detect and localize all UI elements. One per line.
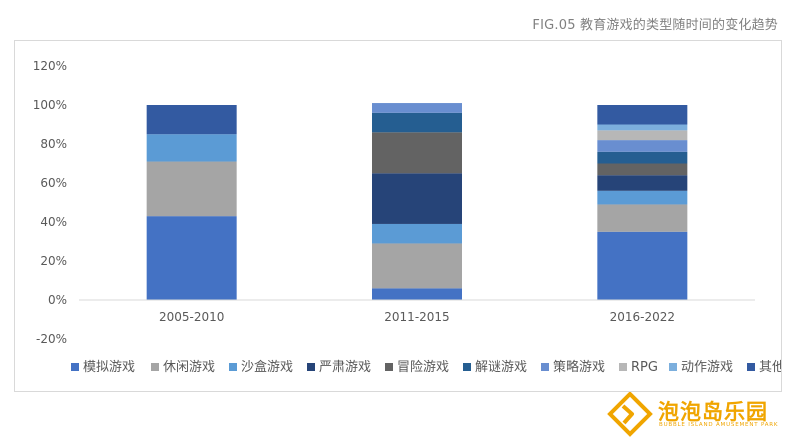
y-tick-label: 100%	[33, 98, 67, 112]
bar-segment	[146, 216, 237, 300]
legend-swatch	[229, 363, 237, 371]
bar-segment	[372, 112, 462, 133]
legend-swatch	[747, 363, 755, 371]
bar-segment	[372, 173, 462, 224]
legend-swatch	[619, 363, 627, 371]
legend-swatch	[385, 363, 393, 371]
y-tick-label: 80%	[40, 137, 67, 151]
bar-segment	[597, 204, 688, 232]
y-tick-label: 120%	[33, 59, 67, 73]
logo-subtitle: BUBBLE ISLAND AMUSEMENT PARK	[659, 422, 779, 428]
legend-swatch	[71, 363, 79, 371]
bar-segment	[597, 151, 688, 164]
chart-frame: -20% 0% 20% 40% 60% 80% 100% 120% 2005-2010 2011-…	[14, 40, 782, 392]
y-tick-label: 60%	[40, 176, 67, 190]
stacked-bar-chart: -20% 0% 20% 40% 60% 80% 100% 120% 2005-2010 2011-…	[33, 59, 781, 375]
legend-swatch	[307, 363, 315, 371]
y-tick-label: 40%	[40, 215, 67, 229]
bar-segment	[146, 134, 237, 162]
legend-label: RPG	[631, 360, 658, 375]
bubble-island-logo: 泡泡岛乐园 BUBBLE ISLAND AMUSEMENT PARK	[606, 392, 796, 437]
legend-label: 沙盒游戏	[241, 359, 293, 375]
bar-segment	[597, 231, 688, 300]
x-tick-label: 2016-2022	[610, 310, 675, 324]
bar-segment	[597, 163, 688, 176]
y-tick-label: -20%	[36, 332, 67, 346]
legend-label: 模拟游戏	[83, 360, 135, 375]
legend-label: 策略游戏	[553, 359, 605, 375]
bar-segment	[146, 161, 237, 217]
bar-segment	[372, 223, 462, 244]
bar-segment	[372, 288, 462, 300]
figure-title: FIG.05 教育游戏的类型随时间的变化趋势	[532, 18, 778, 33]
bar-segment	[597, 130, 688, 141]
legend-swatch	[463, 363, 471, 371]
bar-segment	[597, 175, 688, 191]
x-tick-label: 2011-2015	[384, 310, 449, 324]
legend-label: 动作游戏	[681, 360, 733, 375]
y-tick-label: 20%	[40, 254, 67, 268]
x-tick-label: 2005-2010	[159, 310, 224, 324]
legend-label: 严肃游戏	[319, 360, 371, 375]
bar-segment	[597, 190, 688, 205]
legend-label: 冒险游戏	[397, 360, 449, 375]
legend-label: 其他	[759, 360, 781, 375]
logo-name: 泡泡岛乐园	[658, 400, 768, 424]
bar-segment	[597, 124, 688, 131]
legend-label: 解谜游戏	[475, 360, 527, 375]
y-tick-label: 0%	[48, 293, 67, 307]
bar-segment	[597, 105, 688, 125]
logo-mark-icon	[607, 392, 653, 437]
bar-segment	[372, 103, 462, 113]
bar-segment	[146, 105, 237, 135]
legend-swatch	[669, 363, 677, 371]
bar-segment	[597, 140, 688, 152]
bar-segment	[372, 132, 462, 174]
bar-segment	[372, 243, 462, 289]
legend-swatch	[151, 363, 159, 371]
legend-label: 休闲游戏	[163, 360, 215, 375]
legend-swatch	[541, 363, 549, 371]
